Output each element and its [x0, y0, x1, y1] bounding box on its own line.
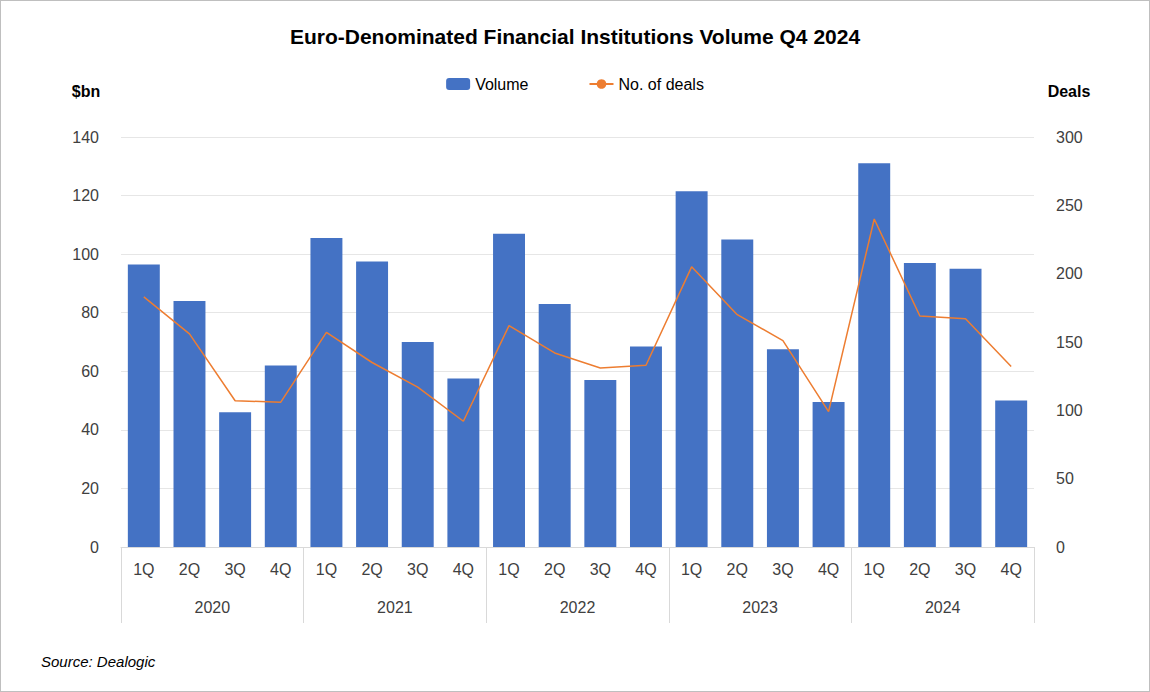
svg-text:1Q: 1Q — [133, 561, 154, 578]
svg-text:4Q: 4Q — [818, 561, 839, 578]
svg-text:100: 100 — [72, 246, 99, 263]
svg-text:140: 140 — [72, 129, 99, 146]
svg-text:3Q: 3Q — [772, 561, 793, 578]
svg-text:20: 20 — [81, 480, 99, 497]
svg-text:Euro-Denominated Financial Ins: Euro-Denominated Financial Institutions … — [290, 25, 861, 48]
svg-text:$bn: $bn — [72, 83, 100, 100]
svg-text:3Q: 3Q — [407, 561, 428, 578]
svg-text:4Q: 4Q — [1001, 561, 1022, 578]
svg-text:100: 100 — [1056, 402, 1083, 419]
svg-text:Deals: Deals — [1048, 83, 1091, 100]
svg-text:4Q: 4Q — [270, 561, 291, 578]
svg-text:120: 120 — [72, 187, 99, 204]
svg-text:1Q: 1Q — [864, 561, 885, 578]
svg-text:4Q: 4Q — [453, 561, 474, 578]
svg-text:2022: 2022 — [560, 599, 596, 616]
svg-text:1Q: 1Q — [316, 561, 337, 578]
svg-text:300: 300 — [1056, 129, 1083, 146]
svg-text:80: 80 — [81, 304, 99, 321]
svg-text:0: 0 — [1056, 539, 1065, 556]
svg-text:2023: 2023 — [742, 599, 778, 616]
svg-text:2Q: 2Q — [727, 561, 748, 578]
svg-text:3Q: 3Q — [224, 561, 245, 578]
svg-text:Source: Dealogic: Source: Dealogic — [41, 653, 156, 670]
svg-text:2Q: 2Q — [361, 561, 382, 578]
svg-text:2024: 2024 — [925, 599, 961, 616]
svg-text:40: 40 — [81, 421, 99, 438]
svg-text:60: 60 — [81, 363, 99, 380]
svg-text:150: 150 — [1056, 334, 1083, 351]
svg-text:No. of deals: No. of deals — [618, 76, 703, 93]
svg-text:200: 200 — [1056, 265, 1083, 282]
svg-text:2020: 2020 — [195, 599, 231, 616]
svg-text:2Q: 2Q — [909, 561, 930, 578]
svg-text:1Q: 1Q — [681, 561, 702, 578]
svg-text:250: 250 — [1056, 197, 1083, 214]
svg-text:2021: 2021 — [377, 599, 413, 616]
svg-text:2Q: 2Q — [544, 561, 565, 578]
svg-text:4Q: 4Q — [635, 561, 656, 578]
svg-text:1Q: 1Q — [498, 561, 519, 578]
svg-text:Volume: Volume — [475, 76, 528, 93]
svg-text:0: 0 — [90, 539, 99, 556]
svg-text:3Q: 3Q — [955, 561, 976, 578]
svg-text:50: 50 — [1056, 470, 1074, 487]
svg-text:3Q: 3Q — [590, 561, 611, 578]
svg-text:2Q: 2Q — [179, 561, 200, 578]
